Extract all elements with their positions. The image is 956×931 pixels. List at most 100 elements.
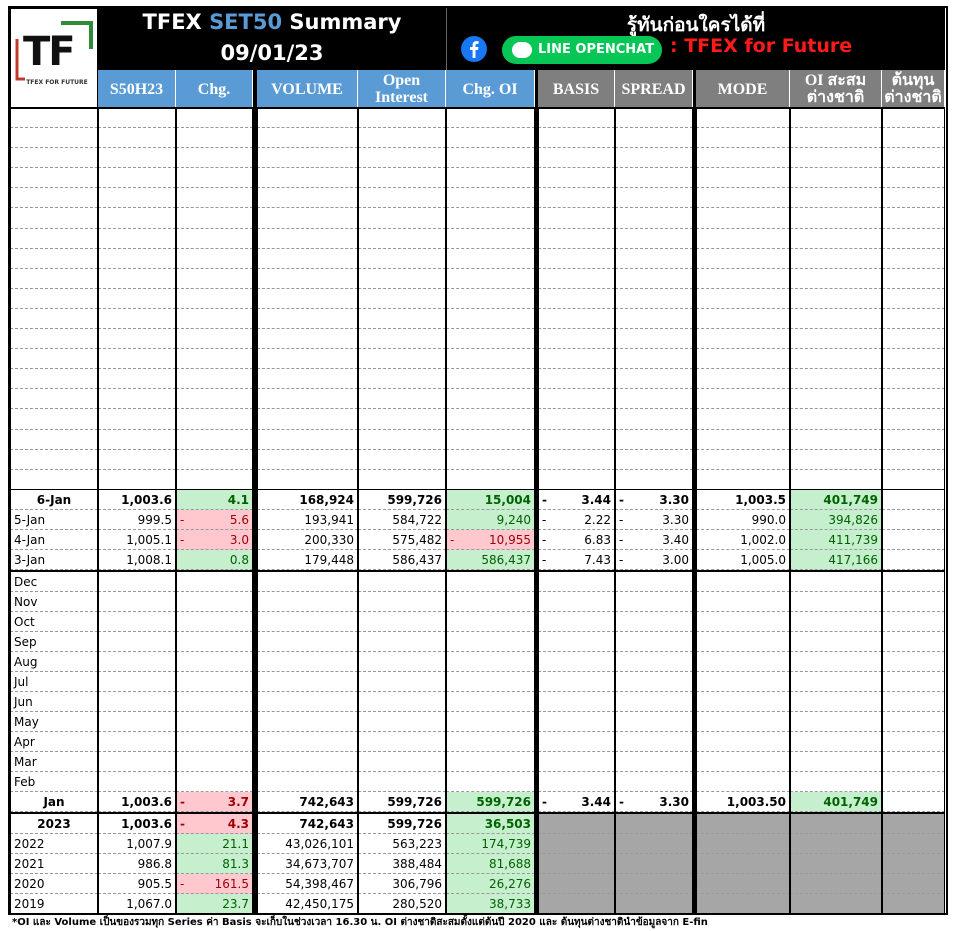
empty-cell — [176, 572, 253, 592]
empty-cell — [176, 732, 253, 752]
empty-cell — [257, 572, 358, 592]
column-line — [98, 108, 99, 914]
blank-cell — [696, 410, 790, 430]
value-cell — [615, 510, 693, 530]
blank-cell — [176, 229, 253, 249]
blank-cell — [257, 108, 358, 129]
cell-value: 3.44 — [581, 795, 611, 809]
empty-cell — [257, 592, 358, 612]
title: TFEX SET50 Summary — [98, 10, 446, 34]
row-label: 2021 — [10, 854, 98, 874]
blank-cell — [882, 188, 945, 209]
value-cell — [176, 490, 253, 510]
blank-cell — [10, 188, 98, 209]
cell-value: 401,749 — [823, 493, 878, 507]
blank-cell — [538, 249, 615, 269]
empty-cell — [882, 894, 945, 914]
empty-cell — [882, 572, 945, 592]
blank-cell — [98, 229, 176, 249]
empty-cell — [446, 612, 535, 632]
empty-cell — [358, 572, 446, 592]
empty-cell — [615, 712, 693, 732]
cell-value: 417,166 — [828, 553, 878, 567]
blank-cell — [615, 209, 693, 229]
blank-cell — [615, 410, 693, 430]
cell-value: 21.1 — [222, 837, 249, 851]
blank-cell — [257, 470, 358, 490]
blank-cell — [882, 410, 945, 430]
value-cell: 168,924 — [257, 490, 358, 510]
empty-cell — [176, 772, 253, 792]
blank-cell — [615, 269, 693, 289]
empty-cell — [615, 652, 693, 672]
column-line — [614, 108, 615, 914]
logo-graphic — [15, 21, 93, 81]
value-cell: 1,003.5 — [696, 490, 790, 510]
blank-cell — [176, 148, 253, 169]
empty-cell — [257, 772, 358, 792]
value-cell: 599,726 — [358, 814, 446, 834]
thick-separator — [253, 70, 257, 914]
empty-cell — [257, 752, 358, 772]
row-label: Aug — [10, 652, 98, 672]
column-line — [789, 108, 790, 914]
column-line — [97, 108, 98, 914]
empty-cell — [98, 712, 176, 732]
blank-cell — [446, 329, 535, 350]
thick-separator — [535, 70, 538, 914]
value-cell: 599,726 — [358, 490, 446, 510]
empty-cell — [615, 732, 693, 752]
cell-value: 4.1 — [227, 493, 249, 507]
blank-cell — [98, 410, 176, 430]
empty-cell — [882, 732, 945, 752]
value-cell: 54,398,467 — [257, 874, 358, 894]
column-line — [175, 108, 176, 914]
blank-cell — [176, 128, 253, 149]
empty-cell — [882, 490, 945, 510]
blank-cell — [176, 369, 253, 390]
empty-cell — [176, 612, 253, 632]
blank-cell — [790, 450, 882, 470]
value-cell: 1,005.0 — [696, 550, 790, 570]
cell-value: 174,739 — [481, 837, 531, 851]
blank-cell — [257, 430, 358, 450]
blank-cell — [790, 128, 882, 149]
empty-cell — [98, 672, 176, 692]
row-label: Mar — [10, 752, 98, 772]
blank-cell — [257, 369, 358, 390]
blank-cell — [446, 430, 535, 450]
value-cell — [615, 490, 693, 510]
blank-cell — [257, 249, 358, 269]
value-cell: 1,003.50 — [696, 792, 790, 812]
empty-cell — [538, 752, 615, 772]
blank-cell — [358, 289, 446, 309]
logo-text: TF — [23, 29, 76, 75]
facebook-icon[interactable] — [460, 35, 488, 63]
row-label: Jun — [10, 692, 98, 712]
cell-value: 3.7 — [227, 795, 249, 809]
empty-cell — [538, 894, 615, 914]
empty-cell — [98, 652, 176, 672]
blank-cell — [257, 269, 358, 289]
blank-cell — [98, 108, 176, 129]
empty-cell — [882, 854, 945, 874]
column-header: BASIS — [538, 70, 615, 108]
column-header: VOLUME — [257, 70, 358, 108]
blank-cell — [257, 389, 358, 410]
blank-cell — [446, 209, 535, 229]
cell-sign: - — [180, 795, 185, 809]
empty-cell — [446, 772, 535, 792]
blank-cell — [10, 349, 98, 370]
blank-cell — [358, 389, 446, 410]
empty-cell — [882, 712, 945, 732]
line-badge[interactable]: LINE OPENCHAT — [502, 36, 662, 64]
column-header: ต้นทุน ต่างชาติ — [882, 70, 945, 108]
blank-cell — [615, 168, 693, 189]
blank-cell — [696, 389, 790, 410]
value-cell — [615, 792, 693, 812]
empty-cell — [257, 692, 358, 712]
blank-cell — [446, 108, 535, 129]
cell-value: 23.7 — [222, 897, 249, 911]
empty-cell — [696, 732, 790, 752]
